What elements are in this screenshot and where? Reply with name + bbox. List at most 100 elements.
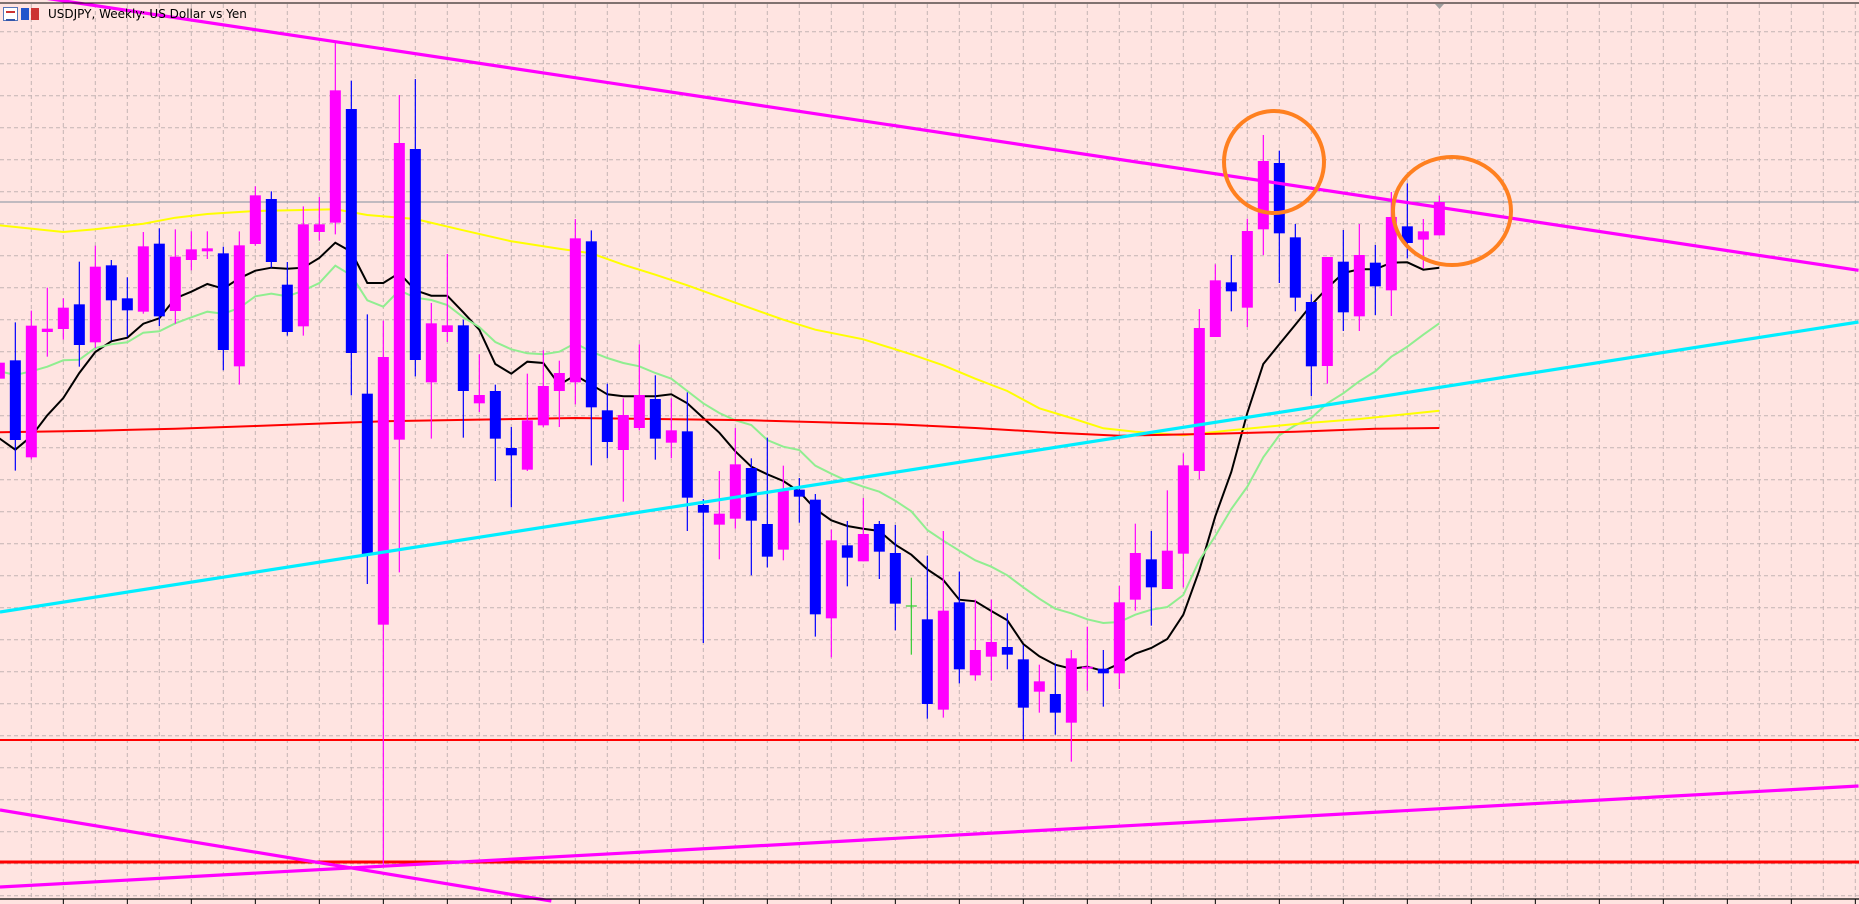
candle [505,427,517,508]
candle [921,555,933,719]
candle [121,277,133,337]
candle-body [185,249,197,260]
candle-body [857,534,869,562]
trendline [46,0,1859,272]
candle [1177,453,1189,588]
candle [249,186,261,246]
candle-body [1193,328,1205,471]
candle-body [41,328,53,332]
candle [729,428,741,529]
candle [873,521,885,579]
candle-body [457,325,469,391]
candle-body [89,266,101,343]
candle [1433,195,1445,236]
candle-body [121,298,133,311]
books-icon[interactable] [21,7,41,21]
candle-body [249,195,261,244]
moving-average-line [0,208,1440,437]
candle [665,398,677,459]
candle [153,228,165,326]
candle-body [473,395,485,404]
candle [25,310,37,460]
candle-body [1129,553,1141,600]
candle-body [1081,666,1093,669]
candle [649,375,661,460]
candle-body [1241,231,1253,308]
candle-body [345,109,357,353]
candle-body [1321,257,1333,366]
candle-body [441,325,453,332]
candle-body [233,245,245,367]
candle-body [57,307,69,329]
chart-window-icon[interactable] [3,7,18,21]
candle-body [713,513,725,525]
candle [1065,650,1077,762]
candle-body [1113,602,1125,674]
candle-body [137,246,149,312]
candle-body [9,360,21,440]
candle-body [585,241,597,408]
candle-body [153,243,165,317]
candle [857,498,869,562]
candle-body [0,362,5,379]
candle [585,230,597,466]
candle [1097,650,1109,707]
candle-body [409,149,421,360]
candle [1161,490,1173,589]
annotation-ellipse[interactable] [1222,109,1326,215]
candle-body [1001,647,1013,655]
candle [761,437,773,568]
candle [425,303,437,439]
candle-body [649,399,661,439]
candle-body [1177,465,1189,554]
candle [361,314,373,584]
trendline [0,784,1859,889]
candle [1113,586,1125,689]
candle-body [1273,163,1285,234]
candle-body [777,490,789,550]
candle-body [953,602,965,670]
candle [1241,218,1253,327]
candle-body [1257,161,1269,230]
candle [1001,613,1013,670]
candle-body [761,524,773,557]
candle-body [825,540,837,619]
candle-body [73,304,85,345]
candle [1193,309,1205,480]
candle [473,354,485,412]
candle [489,384,501,481]
candle [905,577,917,655]
candle-body [1161,550,1173,589]
candle [169,229,181,324]
annotation-ellipse[interactable] [1391,155,1513,267]
candle [937,531,949,718]
candle [841,521,853,587]
candle [297,206,309,336]
candle-body [521,420,533,470]
candle [217,246,229,371]
candle-body [889,553,901,604]
candle-body [1097,668,1109,674]
candle-body [1289,237,1301,298]
candle [441,254,453,342]
candle-body [1433,202,1445,236]
candle [1017,645,1029,740]
candle [1337,230,1349,331]
candle [41,287,53,357]
candle [985,599,997,681]
candle [1033,664,1045,713]
candle [201,231,213,259]
candle-body [617,415,629,450]
chart-title-bar: USDJPY, Weekly: US Dollar vs Yen [3,7,247,21]
candle-body [1305,302,1317,367]
candle [1369,245,1381,315]
candle [1257,135,1269,255]
annotations [1222,109,1513,267]
candle [9,322,21,471]
candle [281,262,293,336]
candle [681,392,693,531]
candle [633,344,645,431]
trendline [0,808,552,903]
candle-body [633,395,645,428]
